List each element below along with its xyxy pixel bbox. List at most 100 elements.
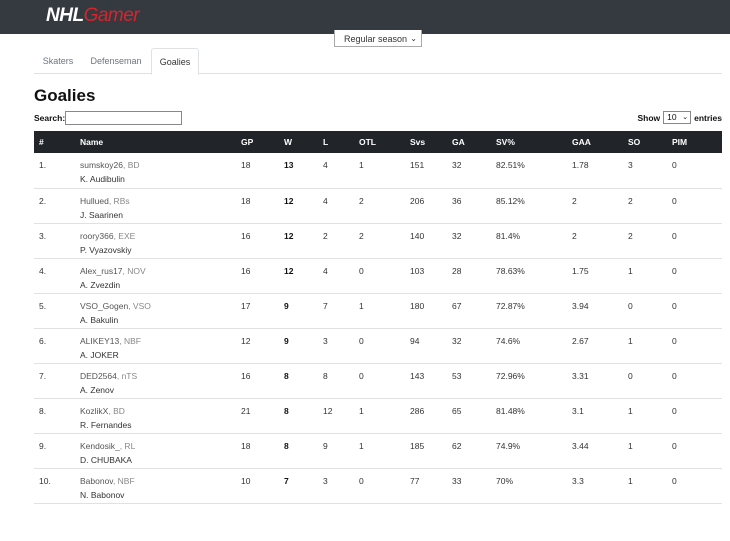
w-cell: 8 — [284, 370, 289, 381]
entries-select[interactable]: 10 ⌄ — [663, 111, 692, 124]
team-abbrev: , EXE — [113, 230, 136, 241]
rank-cell: 8. — [39, 405, 47, 416]
table-row: 8. KozlikX, BD R. Fernandes 21 8 12 1 286 65 81.4… — [34, 398, 722, 433]
tab-defenseman[interactable]: Defenseman — [90, 56, 142, 66]
chevron-down-icon: ⌄ — [682, 114, 689, 121]
logo-gamer-text: Gamer — [83, 5, 140, 26]
gamer-nick-link[interactable]: Alex_rus17 — [80, 265, 123, 276]
column-header-w[interactable]: W — [284, 137, 293, 147]
column-header-so[interactable]: SO — [628, 137, 641, 147]
gamer-nick-link[interactable]: Kendosik_ — [80, 440, 120, 451]
gp-cell: 16 — [241, 265, 251, 276]
pim-cell: 0 — [672, 300, 677, 311]
ga-cell: 62 — [452, 440, 462, 451]
rank-cell: 6. — [39, 335, 47, 346]
gaa-cell: 3.94 — [572, 300, 589, 311]
otl-cell: 2 — [359, 230, 364, 241]
svp-cell: 81.48% — [496, 405, 525, 416]
player-name: K. Audibulin — [80, 174, 125, 184]
w-cell: 13 — [284, 160, 294, 170]
ga-cell: 65 — [452, 405, 462, 416]
tab-goalies[interactable]: Goalies — [151, 48, 199, 75]
gamer-nick-link[interactable]: roory366 — [80, 230, 114, 241]
name-cell: KozlikX, BD R. Fernandes — [75, 398, 236, 433]
gamer-nick-link[interactable]: ALIKEY13 — [80, 335, 120, 346]
gaa-cell: 2 — [572, 230, 577, 241]
tab-skaters[interactable]: Skaters — [42, 56, 74, 66]
so-cell: 0 — [628, 370, 633, 381]
so-cell: 2 — [628, 195, 633, 206]
so-cell: 1 — [628, 265, 633, 276]
l-cell: 4 — [323, 160, 328, 170]
table-header-row: # Name GP W L OTL Svs GA SV% GAA SO PIM — [34, 131, 722, 153]
gaa-cell: 2 — [572, 195, 577, 206]
gamer-nick-link[interactable]: DED2564 — [80, 370, 117, 381]
so-cell: 3 — [628, 160, 633, 170]
rank-cell: 7. — [39, 370, 47, 381]
gaa-cell: 3.1 — [572, 405, 584, 416]
name-cell: ALIKEY13, NBF A. JOKER — [75, 328, 236, 363]
show-label: Show — [637, 112, 661, 123]
pim-cell: 0 — [672, 195, 677, 206]
svp-cell: 82.51% — [496, 160, 525, 170]
so-cell: 1 — [628, 440, 633, 451]
so-cell: 1 — [628, 475, 633, 486]
ga-cell: 36 — [452, 195, 462, 206]
otl-cell: 0 — [359, 370, 364, 381]
rank-cell: 9. — [39, 440, 47, 451]
column-header-svp[interactable]: SV% — [496, 137, 515, 147]
otl-cell: 1 — [359, 405, 364, 416]
column-header-svs[interactable]: Svs — [410, 137, 426, 147]
name-cell: Hullued, RBs J. Saarinen — [75, 188, 236, 223]
column-header-otl[interactable]: OTL — [359, 137, 376, 147]
gamer-nick-link[interactable]: sumskoy26 — [80, 160, 123, 170]
column-header-gp[interactable]: GP — [241, 137, 254, 147]
svp-cell: 81.4% — [496, 230, 521, 241]
gamer-nick-link[interactable]: VSO_Gogen — [80, 300, 129, 311]
ga-cell: 53 — [452, 370, 462, 381]
pim-cell: 0 — [672, 335, 677, 346]
l-cell: 8 — [323, 370, 328, 381]
svp-cell: 72.87% — [496, 300, 525, 311]
otl-cell: 0 — [359, 335, 364, 346]
column-header-l[interactable]: L — [323, 137, 329, 147]
svp-cell: 85.12% — [496, 195, 525, 206]
name-cell: Kendosik_, RL D. CHUBAKA — [75, 433, 236, 468]
goalies-table: # Name GP W L OTL Svs GA SV% GAA SO PIM … — [34, 131, 722, 504]
column-header-name[interactable]: Name — [80, 137, 104, 147]
pim-cell: 0 — [672, 405, 677, 416]
season-select[interactable]: Regular season ⌄ — [334, 30, 422, 47]
column-header-ga[interactable]: GA — [452, 137, 465, 147]
gp-cell: 16 — [241, 370, 251, 381]
pim-cell: 0 — [672, 370, 677, 381]
name-cell: VSO_Gogen, VSO A. Bakulin — [75, 293, 236, 328]
team-abbrev: , VSO — [128, 300, 151, 311]
name-cell: Babonov, NBF N. Babonov — [75, 468, 236, 503]
column-header-gaa[interactable]: GAA — [572, 137, 591, 147]
team-abbrev: , RBs — [108, 195, 130, 206]
column-header-rank[interactable]: # — [39, 137, 44, 147]
stats-tabs: Skaters Defenseman Goalies — [34, 48, 722, 75]
gamer-nick-link[interactable]: Hullued — [80, 195, 109, 206]
search-input[interactable] — [65, 111, 182, 125]
ga-cell: 32 — [452, 335, 462, 346]
table-row: 1. sumskoy26, BD K. Audibulin 18 13 4 1 151 32 82… — [34, 153, 722, 188]
gp-cell: 10 — [241, 475, 251, 486]
ga-cell: 28 — [452, 265, 462, 276]
site-logo[interactable]: NHL Gamer — [46, 5, 140, 29]
player-name: A. Bakulin — [80, 314, 119, 325]
gamer-nick-link[interactable]: KozlikX — [80, 405, 109, 416]
svs-cell: 185 — [410, 440, 425, 451]
pim-cell: 0 — [672, 475, 677, 486]
svs-cell: 103 — [410, 265, 425, 276]
gaa-cell: 2.67 — [572, 335, 589, 346]
chevron-down-icon: ⌄ — [410, 34, 417, 43]
entries-label: entries — [694, 112, 722, 123]
w-cell: 8 — [284, 440, 289, 451]
player-name: A. Zenov — [80, 384, 115, 395]
gamer-nick-link[interactable]: Babonov — [80, 475, 113, 486]
w-cell: 12 — [284, 265, 294, 276]
team-abbrev: , RL — [119, 440, 136, 451]
column-header-pim[interactable]: PIM — [672, 137, 688, 147]
table-row: 10. Babonov, NBF N. Babonov 10 7 3 0 77 33 70% 3.3… — [34, 468, 722, 503]
